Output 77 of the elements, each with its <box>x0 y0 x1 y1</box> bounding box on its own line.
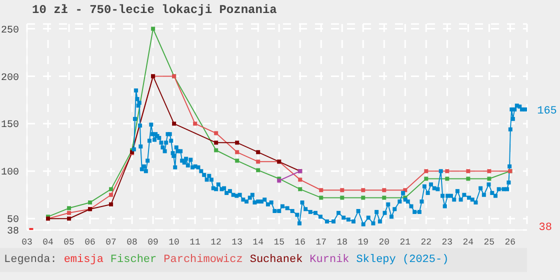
text: Sklepy (2025-) <box>356 254 449 266</box>
text: 38 <box>538 222 552 234</box>
point <box>235 158 240 163</box>
y-tick-label: 100 <box>0 168 19 179</box>
point <box>109 187 114 192</box>
x-tick-label: 20 <box>378 237 390 248</box>
point <box>67 216 72 221</box>
point <box>256 168 260 172</box>
point <box>340 188 344 192</box>
point <box>193 122 198 126</box>
x-tick-label: 19 <box>358 237 369 248</box>
x-tick-label: 21 <box>400 237 411 248</box>
x-tick-label: 08 <box>126 237 138 248</box>
point <box>88 200 92 204</box>
y-tick-label: 38 <box>6 226 19 238</box>
text: emisja <box>64 254 104 266</box>
x-tick-label: 04 <box>42 237 54 248</box>
point <box>466 169 470 174</box>
point <box>487 176 492 181</box>
point <box>256 160 260 164</box>
x-tick-label: 25 <box>484 237 495 248</box>
y-tick-label: 150 <box>0 120 19 132</box>
point <box>445 176 450 181</box>
x-tick-label: 23 <box>442 237 453 248</box>
point <box>214 140 218 145</box>
point <box>172 122 176 126</box>
point <box>487 169 492 174</box>
chart-title: 10 zł - 750-lecie lokacji Poznania <box>32 3 277 17</box>
y-tick-label: 200 <box>0 72 19 84</box>
x-tick-label: 22 <box>420 237 432 248</box>
point <box>382 188 386 192</box>
legend-title: Legenda: <box>4 254 57 266</box>
x-tick-label: 12 <box>210 237 222 248</box>
point <box>319 188 324 192</box>
x-tick-label: 10 <box>168 237 180 248</box>
x-tick-label: 24 <box>462 237 474 248</box>
point <box>319 196 324 200</box>
point <box>109 192 114 197</box>
point <box>256 150 260 154</box>
point <box>424 176 428 181</box>
annotation: 165 <box>537 105 557 118</box>
x-tick-label: 03 <box>22 237 32 248</box>
point <box>298 178 302 182</box>
x-tick-label: 15 <box>274 237 285 248</box>
x-tick-label: 17 <box>316 237 327 248</box>
point <box>445 169 450 174</box>
y-tick-label: 50 <box>6 215 19 226</box>
point <box>235 150 240 154</box>
point <box>361 188 366 192</box>
text: Kurnik <box>310 254 350 266</box>
x-tick-label: 11 <box>190 237 200 248</box>
text: Parchimowicz <box>164 254 243 266</box>
point <box>361 196 366 200</box>
x-tick-label: 26 <box>504 237 516 248</box>
y-tick-label: 250 <box>0 25 19 36</box>
x-tick-label: 06 <box>84 237 96 248</box>
text: Suchanek <box>250 254 303 266</box>
point <box>151 26 156 31</box>
point <box>109 202 114 206</box>
point <box>214 148 218 152</box>
x-tick-label: 09 <box>148 237 158 248</box>
x-tick-label: 07 <box>106 237 116 248</box>
point <box>424 169 428 174</box>
point <box>382 196 386 200</box>
x-tick-label: 16 <box>294 237 306 248</box>
x-tick-label: 05 <box>64 237 74 248</box>
point <box>340 196 344 200</box>
point <box>67 210 72 215</box>
point <box>67 206 72 210</box>
point <box>466 176 470 181</box>
x-tick-label: 18 <box>336 237 348 248</box>
text: Fischer <box>110 254 157 266</box>
point <box>214 131 218 136</box>
point <box>298 187 302 192</box>
x-tick-label: 13 <box>232 237 242 248</box>
x-tick-label: 14 <box>252 237 264 248</box>
point <box>235 140 240 145</box>
